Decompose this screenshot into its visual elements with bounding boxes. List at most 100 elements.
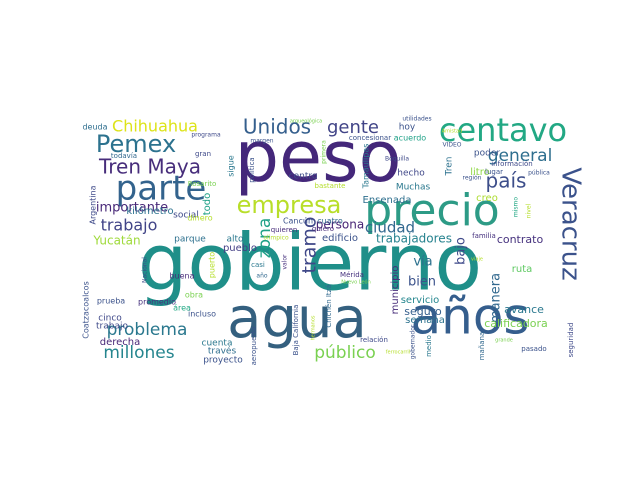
cloud-word-seguro: seguro: [404, 305, 442, 318]
cloud-word-persona: persona: [316, 218, 365, 232]
cloud-word-area: área: [173, 304, 191, 313]
cloud-word-buena: buena: [169, 272, 194, 281]
cloud-word-casi: casi: [251, 261, 265, 269]
cloud-word-boquilla: Boquilla: [385, 156, 409, 163]
cloud-word-ruta: ruta: [512, 264, 533, 275]
cloud-word-derecha: derecha: [100, 337, 141, 348]
cloud-word-programa: programa: [191, 132, 221, 139]
cloud-word-bajo: bajo: [454, 237, 469, 265]
cloud-word-utilidades: utilidades: [402, 116, 431, 123]
cloud-word-alto: alto: [226, 235, 244, 245]
cloud-word-gobernador: gobernador: [410, 324, 417, 359]
cloud-word-quieren: quieren: [271, 226, 298, 234]
cloud-word-puerto: puerto: [208, 252, 217, 278]
cloud-word-gente: gente: [327, 117, 379, 138]
cloud-word-problema: problema: [107, 320, 188, 340]
cloud-word-tren: Tren: [445, 157, 455, 177]
cloud-word-social: social: [173, 211, 199, 221]
cloud-word-publica: pública: [528, 170, 550, 177]
cloud-word-servicio: servicio: [401, 295, 440, 306]
cloud-word-calificadora: calificadora: [484, 317, 548, 330]
cloud-word-chihuahua: Chihuahua: [112, 117, 198, 136]
cloud-word-coatzacoalcos: Coatzacoalcos: [82, 281, 91, 339]
cloud-word-mismo: mismo: [513, 197, 520, 217]
cloud-word-gobierno: gobierno: [138, 218, 482, 308]
cloud-word-todo: todo: [202, 193, 213, 216]
cloud-word-manana: mañana: [478, 332, 486, 361]
cloud-word-video: VIDEO: [442, 142, 461, 149]
cloud-word-amistad: Amistad: [442, 129, 462, 135]
cloud-word-litro: litro: [470, 167, 490, 178]
cloud-word-tren-maya: Tren Maya: [98, 155, 201, 179]
cloud-word-politica: política: [248, 157, 256, 182]
cloud-word-aeropuerto: aeropuerto: [250, 327, 258, 366]
cloud-word-tamaulipas: Tamaulipas: [362, 144, 371, 190]
cloud-word-centavo: centavo: [439, 111, 567, 149]
cloud-word-pemex: Pemex: [96, 130, 176, 158]
cloud-word-acuerdo: acuerdo: [394, 134, 427, 143]
cloud-word-ensenada: Ensenada: [363, 195, 412, 206]
cloud-word-merida: Mérida: [340, 271, 364, 279]
cloud-word-sigue: sigue: [227, 155, 236, 177]
cloud-word-parque: parque: [174, 235, 206, 245]
cloud-word-ciudad: ciudad: [365, 219, 415, 237]
cloud-word-poder: poder: [474, 149, 500, 159]
cloud-word-parte: parte: [116, 169, 207, 209]
cloud-word-deuda: deuda: [82, 123, 107, 132]
cloud-word-baja-california: Baja California: [292, 305, 300, 356]
cloud-word-pais: país: [486, 169, 527, 193]
cloud-word-valor: valor: [282, 254, 289, 270]
cloud-word-familia: familia: [472, 232, 496, 240]
cloud-word-importante: importante: [96, 201, 168, 216]
cloud-word-centro: centro: [289, 172, 318, 182]
cloud-word-cuenta: cuenta: [202, 339, 233, 349]
cloud-word-proyecto: proyecto: [203, 356, 243, 366]
cloud-word-millones: millones: [103, 343, 174, 363]
cloud-word-argentina: Argentina: [89, 185, 98, 224]
cloud-word-creo: creo: [476, 193, 498, 204]
cloud-word-rosarito: Rosarito: [188, 180, 217, 188]
cloud-word-nivel: nivel: [526, 203, 533, 218]
cloud-word-anos: años: [411, 288, 530, 346]
cloud-word-edificio: edificio: [322, 233, 358, 244]
cloud-word-peso: peso: [235, 116, 402, 198]
cloud-word-chichen-itza: Chichén Itzá: [325, 284, 333, 327]
cloud-word-nuevo-leon: Nuevo León: [341, 279, 371, 286]
cloud-word-trabajo: trabajo: [101, 216, 158, 235]
cloud-word-gran: gran: [195, 150, 211, 158]
cloud-word-obra: obra: [185, 291, 203, 300]
cloud-word-relacion: relación: [360, 336, 388, 344]
cloud-word-ferrocarril: ferrocarril: [386, 350, 410, 356]
cloud-word-prueba: prueba: [97, 297, 125, 306]
cloud-word-hoy: hoy: [399, 123, 416, 133]
cloud-word-precio: precio: [364, 185, 499, 236]
cloud-word-arqueologica: arqueológica: [290, 118, 322, 125]
cloud-word-ano: año: [256, 273, 267, 280]
cloud-word-lugar: lugar: [485, 168, 503, 176]
cloud-word-bien: bien: [408, 275, 436, 290]
cloud-word-viaje: viaje: [471, 257, 483, 263]
cloud-word-kilometro: kilómetro: [126, 205, 173, 217]
cloud-word-zona: zona: [255, 218, 275, 259]
cloud-word-manera: manera: [489, 273, 504, 323]
cloud-word-semana: semana: [405, 315, 445, 326]
cloud-word-yucatan: Yucatán: [92, 234, 140, 248]
cloud-word-avance: avance: [504, 303, 544, 316]
cloud-word-informacion: información: [491, 160, 533, 168]
cloud-word-cinco: cinco: [98, 314, 122, 324]
cloud-word-quiero: quiero: [312, 225, 334, 233]
cloud-word-pueblo: pueblo: [223, 243, 257, 254]
cloud-word-agua: agua: [227, 286, 367, 351]
cloud-word-primera: primera: [321, 140, 328, 164]
cloud-word-empresa: empresa: [237, 191, 342, 219]
cloud-word-promedio: promedio: [138, 298, 176, 307]
cloud-word-contrato: contrato: [497, 233, 544, 246]
cloud-word-via: vía: [413, 255, 432, 270]
cloud-word-trabajo: trabajo: [96, 322, 128, 332]
cloud-word-general: general: [488, 146, 553, 166]
cloud-word-traves: través: [208, 346, 237, 357]
cloud-word-concesionar: concesionar: [349, 134, 391, 142]
cloud-word-seguridad: seguridad: [567, 323, 575, 358]
cloud-word-hermanos: hermanos: [311, 315, 317, 340]
